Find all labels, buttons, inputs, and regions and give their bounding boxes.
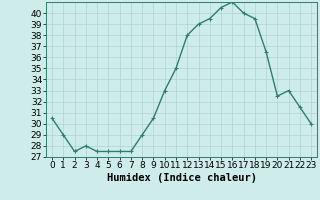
X-axis label: Humidex (Indice chaleur): Humidex (Indice chaleur)	[107, 173, 257, 183]
